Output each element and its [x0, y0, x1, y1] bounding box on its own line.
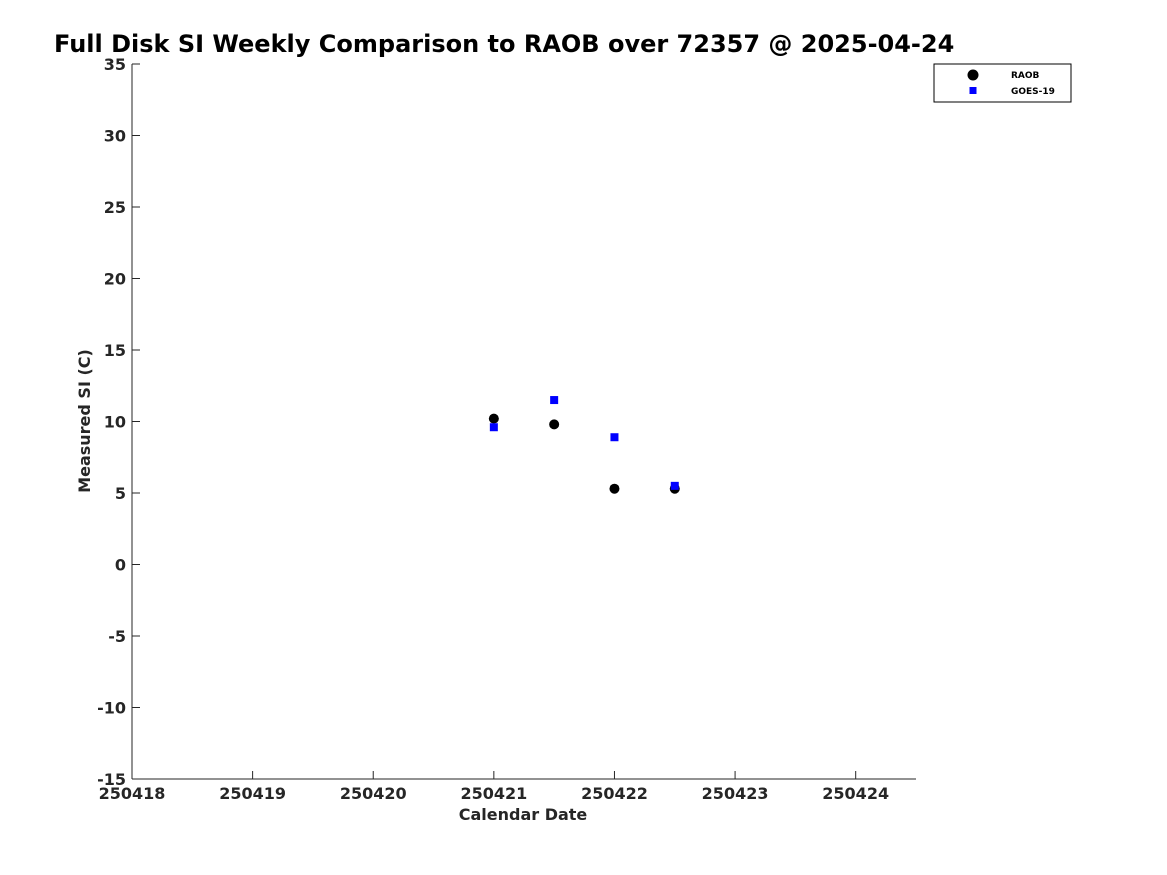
y-tick-label: 20	[104, 270, 126, 289]
y-tick-label: -10	[97, 699, 126, 718]
x-tick-label: 250420	[340, 784, 407, 803]
data-points	[488, 396, 680, 494]
y-tick-label: -5	[108, 627, 126, 646]
y-tick-label: 10	[104, 413, 126, 432]
legend-label-goes19: GOES-19	[1011, 87, 1055, 97]
x-tick-label: 250423	[702, 784, 769, 803]
y-tick-label: 5	[115, 484, 126, 503]
y-tick-label: -15	[97, 770, 126, 789]
data-point-goes19	[670, 481, 679, 490]
legend-marker-raob	[967, 69, 979, 81]
chart-title: Full Disk SI Weekly Comparison to RAOB o…	[54, 30, 954, 58]
legend-marker-goes19	[969, 87, 977, 94]
y-axis-label: Measured SI (C)	[75, 349, 94, 493]
y-tick-label: 15	[104, 341, 126, 360]
x-axis-label: Calendar Date	[459, 805, 588, 824]
x-tick-label: 250419	[219, 784, 286, 803]
data-point-goes19	[489, 423, 498, 432]
x-tick-label: 250418	[99, 784, 166, 803]
y-tick-label: 30	[104, 127, 126, 146]
y-tick-label: 0	[115, 556, 126, 575]
y-ticks: 35 30 25 20 15 10 5 0 -5 -10 -15	[97, 55, 140, 789]
x-tick-label: 250421	[460, 784, 527, 803]
legend-box	[933, 63, 1072, 103]
legend: RAOB GOES-19	[933, 63, 1072, 103]
x-ticks: 250418 250419 250420 250421 250422 250423 2504…	[99, 771, 889, 803]
y-tick-label: 35	[104, 55, 126, 74]
data-point-raob	[549, 419, 560, 430]
x-tick-label: 250424	[822, 784, 889, 803]
data-point-goes19	[610, 433, 619, 442]
data-point-raob	[609, 483, 620, 494]
data-point-goes19	[550, 396, 559, 405]
y-tick-label: 25	[104, 198, 126, 217]
x-tick-label: 250422	[581, 784, 648, 803]
legend-label-raob: RAOB	[1011, 71, 1040, 81]
data-point-raob	[488, 413, 499, 424]
axes	[131, 64, 916, 780]
